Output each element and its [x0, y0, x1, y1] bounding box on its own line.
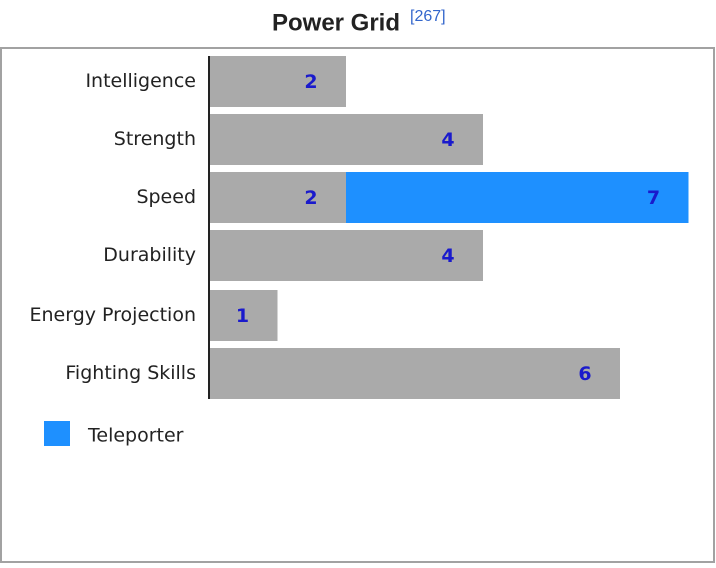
value-label: 2 [304, 71, 317, 93]
value-label: 4 [441, 129, 454, 151]
chart-title: Power Grid [272, 9, 400, 36]
y-tick-label: Energy Projection [29, 304, 196, 326]
legend-label: Teleporter [87, 425, 184, 447]
y-tick-label: Durability [103, 244, 196, 266]
y-tick-label: Fighting Skills [65, 362, 196, 384]
reference-link[interactable]: [267] [410, 8, 446, 25]
y-tick-label: Intelligence [85, 70, 196, 92]
legend-swatch [44, 421, 70, 446]
value-label: 7 [647, 187, 660, 209]
bar [209, 290, 278, 341]
bars [209, 56, 689, 399]
bar [209, 56, 346, 107]
value-label: 4 [441, 245, 454, 267]
value-labels: 7 2 4 2 4 1 6 [236, 71, 660, 385]
bar [209, 114, 483, 165]
bar [209, 172, 346, 223]
value-label: 6 [578, 363, 591, 385]
chart-frame [0, 47, 715, 563]
value-label: 2 [304, 187, 317, 209]
bar [209, 348, 620, 399]
y-tick-label: Strength [114, 128, 196, 150]
y-tick-label: Speed [136, 186, 196, 208]
value-label: 1 [236, 305, 249, 327]
bar [209, 230, 483, 281]
